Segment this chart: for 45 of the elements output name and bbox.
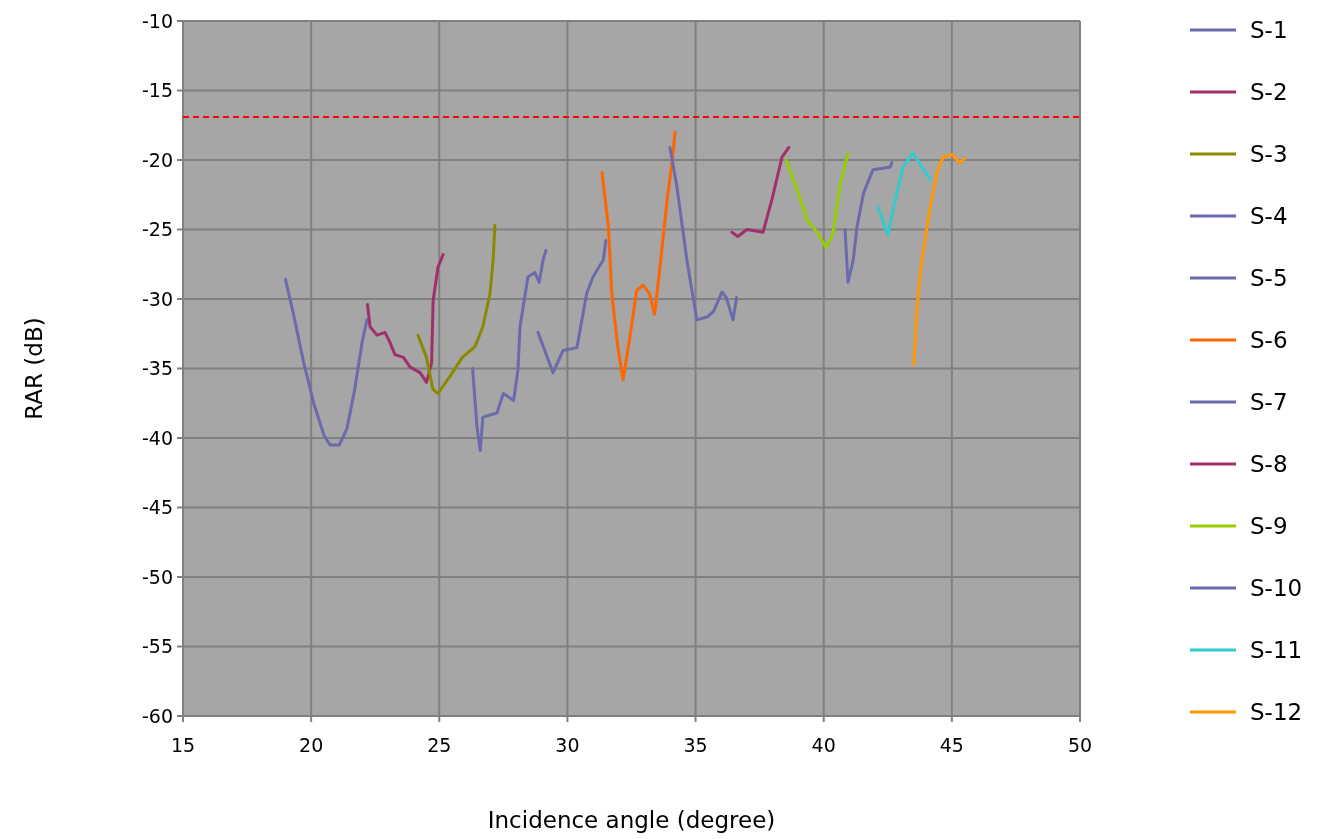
legend-label: S-10 [1250, 575, 1303, 602]
line-series [843, 161, 894, 284]
line-series [416, 223, 497, 396]
y-tick-label: -15 [141, 79, 173, 102]
y-tick-label: -10 [141, 9, 173, 32]
line-series [668, 145, 739, 322]
y-tick-label: -55 [141, 635, 173, 658]
line-series [876, 151, 932, 237]
legend-label: S-12 [1250, 699, 1303, 726]
line-series [730, 145, 791, 238]
x-tick-label: 35 [683, 734, 708, 756]
x-tick-label: 30 [555, 734, 580, 756]
legend-label: S-5 [1250, 265, 1288, 292]
legend-label: S-4 [1250, 203, 1288, 230]
legend-label: S-1 [1250, 17, 1288, 44]
x-tick-label: 25 [427, 734, 452, 756]
legend-label: S-8 [1250, 451, 1288, 478]
y-tick-label: -45 [141, 496, 173, 519]
x-tick-label: 50 [1067, 734, 1093, 756]
legend-label: S-7 [1250, 389, 1288, 416]
y-tick-label: -60 [141, 704, 173, 727]
line-series [536, 239, 608, 375]
legend-label: S-9 [1250, 513, 1288, 540]
line-series [471, 248, 548, 453]
x-tick-label: 45 [939, 734, 964, 756]
y-tick-label: -20 [141, 148, 173, 171]
y-tick-label: -25 [141, 218, 173, 241]
x-tick-label: 40 [811, 734, 836, 756]
y-axis-title: RAR (dB) [21, 317, 47, 420]
line-series [912, 152, 967, 366]
line-series [366, 253, 445, 384]
line-series [284, 278, 369, 447]
y-tick-label: -35 [141, 357, 173, 380]
line-series [600, 130, 677, 382]
line-series [784, 151, 850, 250]
x-axis-title: Incidence angle (degree) [487, 807, 776, 833]
legend-label: S-3 [1250, 141, 1288, 168]
legend-label: S-6 [1250, 327, 1288, 354]
legend-label: S-11 [1250, 637, 1303, 664]
legend-label: S-2 [1250, 79, 1288, 106]
y-tick-label: -50 [141, 565, 173, 588]
y-tick-label: -30 [141, 287, 173, 310]
x-tick-label: 20 [299, 734, 324, 756]
y-tick-label: -40 [141, 426, 173, 449]
x-tick-label: 15 [170, 734, 196, 756]
